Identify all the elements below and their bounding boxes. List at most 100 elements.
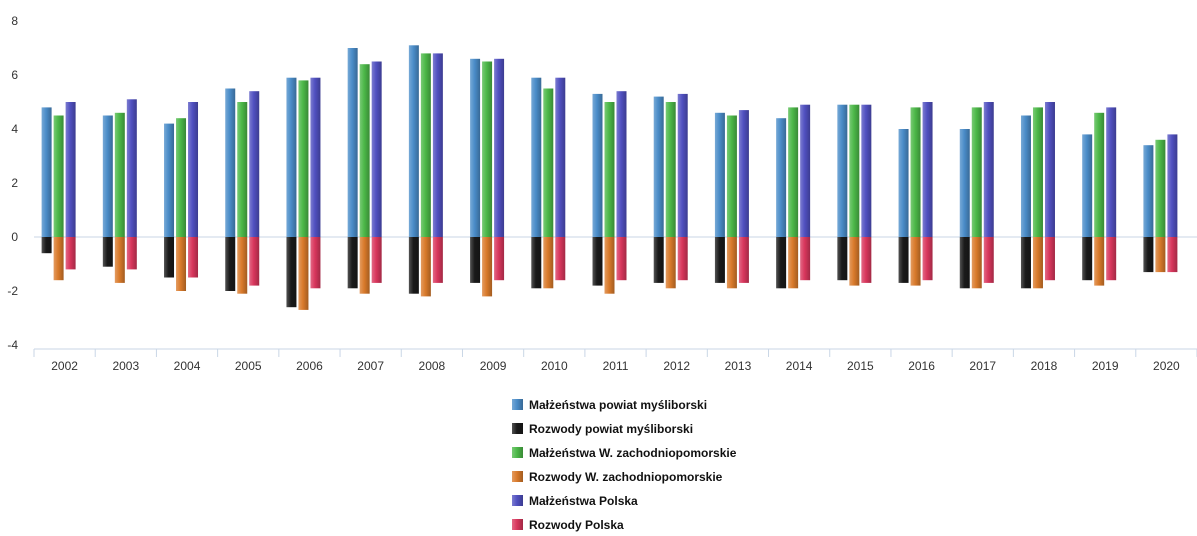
bar[interactable] [359,64,370,237]
bar[interactable] [776,118,787,237]
bar[interactable] [249,91,260,237]
bar[interactable] [482,237,493,297]
bar[interactable] [432,237,443,283]
bar[interactable] [738,110,749,237]
bar[interactable] [420,237,431,297]
bar[interactable] [225,237,236,291]
bar[interactable] [65,102,76,237]
bar[interactable] [470,58,481,237]
bar[interactable] [714,112,725,237]
bar[interactable] [432,53,443,238]
bar[interactable] [592,93,603,238]
bar[interactable] [1082,134,1093,237]
bar[interactable] [310,237,321,289]
bar[interactable] [41,237,52,254]
bar[interactable] [592,237,603,286]
bar[interactable] [298,80,309,238]
bar[interactable] [310,77,321,237]
bar[interactable] [555,237,566,281]
bar[interactable] [531,77,542,237]
bar[interactable] [359,237,370,294]
bar[interactable] [1155,237,1166,273]
bar[interactable] [126,237,137,270]
bar[interactable] [800,104,811,237]
bar[interactable] [971,237,982,289]
bar[interactable] [1020,115,1031,238]
bar[interactable] [861,237,872,283]
bar[interactable] [1167,237,1178,273]
bar[interactable] [408,237,419,294]
bar[interactable] [983,237,994,283]
bar[interactable] [604,102,615,237]
bar[interactable] [164,123,175,237]
bar[interactable] [983,102,994,237]
bar[interactable] [776,237,787,289]
bar[interactable] [726,237,737,289]
bar[interactable] [470,237,481,283]
bar[interactable] [653,96,664,237]
bar[interactable] [861,104,872,237]
bar[interactable] [1044,237,1055,281]
bar[interactable] [677,93,688,238]
bar[interactable] [249,237,260,286]
bar[interactable] [1106,107,1117,238]
bar[interactable] [286,77,297,237]
bar[interactable] [176,118,187,237]
legend-item[interactable]: Rozwody W. zachodniopomorskie [512,470,723,484]
legend-item[interactable]: Rozwody powiat myśliborski [512,422,693,436]
bar[interactable] [53,115,64,238]
bar[interactable] [176,237,187,291]
bar[interactable] [298,237,309,310]
bar[interactable] [788,237,799,289]
bar[interactable] [1106,237,1117,281]
bar[interactable] [616,91,627,237]
bar[interactable] [555,77,566,237]
bar[interactable] [616,237,627,281]
bar[interactable] [665,237,676,289]
bar[interactable] [188,102,199,237]
bar[interactable] [1044,102,1055,237]
bar[interactable] [347,48,358,237]
bar[interactable] [286,237,297,308]
bar[interactable] [604,237,615,294]
bar[interactable] [898,129,909,237]
bar[interactable] [910,107,921,238]
bar[interactable] [482,61,493,238]
bar[interactable] [837,104,848,237]
bar[interactable] [1094,237,1105,286]
bar[interactable] [1143,145,1154,237]
bar[interactable] [408,45,419,237]
bar[interactable] [726,115,737,238]
bar[interactable] [102,237,113,267]
bar[interactable] [959,129,970,237]
bar[interactable] [543,88,554,238]
bar[interactable] [1032,237,1043,289]
bar[interactable] [1167,134,1178,237]
bar[interactable] [53,237,64,281]
bar[interactable] [494,58,505,237]
bar[interactable] [714,237,725,283]
bar[interactable] [347,237,358,289]
bar[interactable] [114,112,125,237]
bar[interactable] [164,237,175,278]
bar[interactable] [420,53,431,238]
bar[interactable] [849,104,860,237]
bar[interactable] [788,107,799,238]
bar[interactable] [971,107,982,238]
legend-item[interactable]: Małżeństwa Polska [512,494,638,508]
bar[interactable] [531,237,542,289]
bar[interactable] [65,237,76,270]
bar[interactable] [543,237,554,289]
bar[interactable] [910,237,921,286]
legend-item[interactable]: Małżeństwa powiat myśliborski [512,398,707,412]
bar[interactable] [494,237,505,281]
bar[interactable] [237,102,248,237]
bar[interactable] [959,237,970,289]
bar[interactable] [922,102,933,237]
bar[interactable] [1094,112,1105,237]
bar[interactable] [371,61,382,238]
bar[interactable] [1082,237,1093,281]
bar[interactable] [653,237,664,283]
bar[interactable] [114,237,125,283]
legend[interactable]: Małżeństwa powiat myśliborski Rozwody pow… [512,398,737,532]
